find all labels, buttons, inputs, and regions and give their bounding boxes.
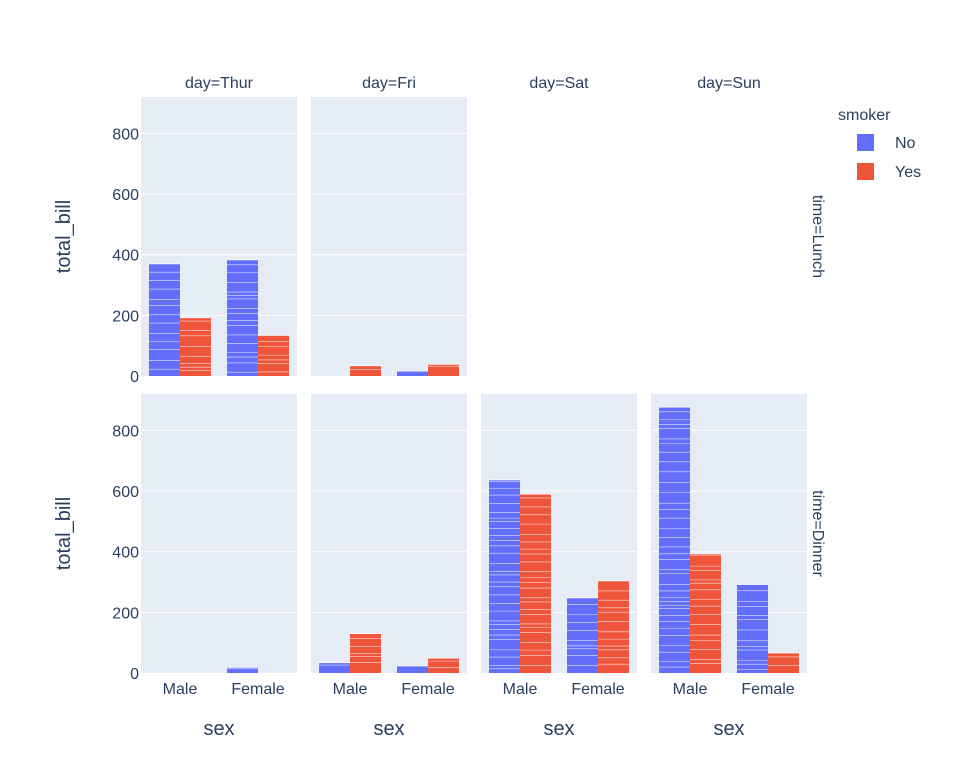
bar-fill	[520, 494, 551, 673]
bar-fill	[319, 662, 350, 673]
panel-lunch-fri	[311, 97, 467, 376]
column-label-thur: day=Thur	[185, 75, 254, 92]
bar-fill	[227, 259, 258, 376]
bar-fill	[567, 597, 598, 673]
bar-fill	[397, 666, 428, 673]
bar-fill	[737, 584, 768, 673]
legend-swatch	[857, 163, 874, 180]
panel-background	[311, 394, 467, 673]
bar-dinner-fri-male-yes[interactable]	[350, 633, 381, 673]
column-label-sun: day=Sun	[697, 75, 761, 92]
legend-title: smoker	[838, 107, 891, 124]
bar-fill	[227, 667, 258, 673]
bar-dinner-thur-female-no[interactable]	[227, 666, 258, 673]
panel-background	[141, 394, 297, 673]
bar-dinner-sat-male-no[interactable]	[489, 479, 520, 673]
bar-dinner-fri-male-no[interactable]	[319, 662, 350, 673]
bar-lunch-thur-male-no[interactable]	[149, 263, 180, 376]
bar-fill	[180, 317, 211, 376]
x-tick-label-male: Male	[673, 681, 708, 698]
legend-label: No	[895, 135, 916, 152]
bar-dinner-sun-male-no[interactable]	[659, 406, 690, 673]
bar-dinner-fri-female-no[interactable]	[397, 665, 428, 673]
bar-fill	[149, 263, 180, 376]
bar-fill	[350, 365, 381, 376]
y-axis-title: total_bill	[53, 497, 75, 570]
bar-fill	[690, 553, 721, 673]
x-axis-title: sex	[203, 718, 234, 740]
panel-dinner-thur	[141, 394, 297, 673]
bar-fill	[489, 479, 520, 673]
bar-fill	[397, 371, 428, 376]
bar-dinner-sun-female-no[interactable]	[737, 584, 768, 673]
y-tick-label: 800	[112, 126, 139, 143]
x-axis-title: sex	[543, 718, 574, 740]
bar-dinner-sun-male-yes[interactable]	[690, 553, 721, 673]
bar-fill	[768, 652, 799, 673]
bar-dinner-sat-female-no[interactable]	[567, 597, 598, 673]
y-tick-label: 200	[112, 308, 139, 325]
row-label-lunch: time=Lunch	[809, 195, 826, 278]
bar-dinner-fri-female-yes[interactable]	[428, 657, 459, 673]
legend-item-no[interactable]: No	[857, 134, 916, 152]
legend-swatch	[857, 134, 874, 151]
x-tick-label-female: Female	[741, 681, 794, 698]
column-label-fri: day=Fri	[362, 75, 416, 92]
x-tick-label-male: Male	[333, 681, 368, 698]
x-axis-title: sex	[373, 718, 404, 740]
panel-background	[311, 97, 467, 376]
row-label-dinner: time=Dinner	[809, 490, 826, 577]
bar-fill	[258, 335, 289, 376]
y-tick-label: 600	[112, 484, 139, 501]
legend-item-yes[interactable]: Yes	[857, 163, 921, 181]
x-tick-label-female: Female	[571, 681, 624, 698]
bar-dinner-sat-female-yes[interactable]	[598, 580, 629, 673]
y-tick-label: 0	[130, 369, 139, 386]
y-tick-label: 400	[112, 248, 139, 265]
x-axis-title: sex	[713, 718, 744, 740]
bar-fill	[428, 364, 459, 376]
bar-fill	[659, 407, 690, 673]
bar-lunch-thur-female-no[interactable]	[227, 259, 258, 376]
x-tick-label-male: Male	[503, 681, 538, 698]
bar-lunch-fri-male-yes[interactable]	[350, 365, 381, 376]
bar-lunch-thur-male-yes[interactable]	[180, 317, 211, 376]
bar-fill	[428, 658, 459, 673]
y-tick-label: 200	[112, 605, 139, 622]
text-layer: day=Thur day=Fri day=Sat day=Sun time=Lunch t…	[53, 75, 826, 740]
y-tick-label: 800	[112, 423, 139, 440]
bar-lunch-fri-female-no[interactable]	[397, 370, 428, 376]
bar-lunch-thur-female-yes[interactable]	[258, 334, 289, 376]
column-label-sat: day=Sat	[529, 75, 589, 92]
y-tick-label: 600	[112, 187, 139, 204]
panel-dinner-fri	[311, 394, 467, 673]
x-tick-label-female: Female	[231, 681, 284, 698]
x-tick-label-female: Female	[401, 681, 454, 698]
y-tick-label: 400	[112, 545, 139, 562]
legend-label: Yes	[895, 164, 921, 181]
bar-dinner-sun-female-yes[interactable]	[768, 652, 799, 673]
bar-fill	[598, 580, 629, 673]
y-axis-title: total_bill	[53, 200, 75, 273]
x-tick-label-male: Male	[163, 681, 198, 698]
bar-lunch-fri-female-yes[interactable]	[428, 363, 459, 376]
bars-layer	[149, 259, 799, 673]
bar-dinner-sat-male-yes[interactable]	[520, 493, 551, 673]
y-tick-label: 0	[130, 666, 139, 683]
